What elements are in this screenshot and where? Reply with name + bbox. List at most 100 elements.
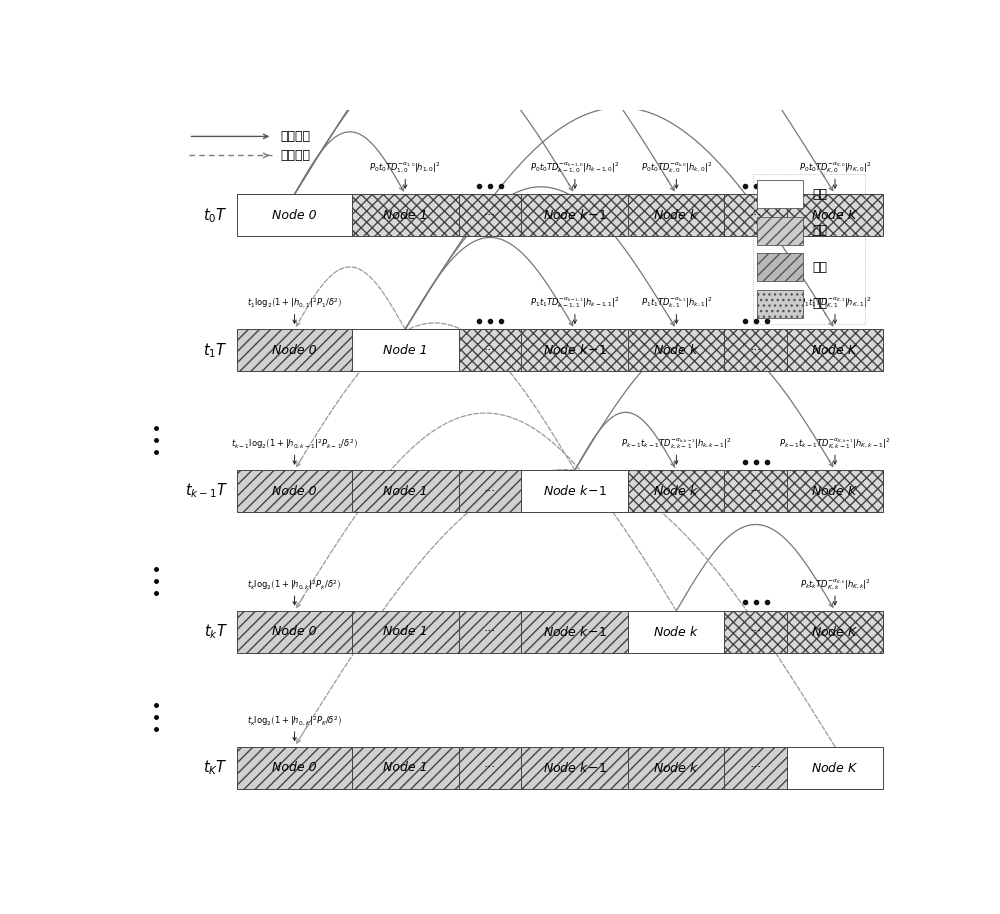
Text: Node $k$: Node $k$ — [653, 625, 699, 639]
Text: 采能: 采能 — [812, 224, 827, 238]
Text: Node 1: Node 1 — [383, 761, 428, 774]
Text: $P_0t_0TD_{k-1,0}^{-\alpha_{k-1,0}}|h_{k-1,0}|^2$: $P_0t_0TD_{k-1,0}^{-\alpha_{k-1,0}}|h_{k… — [530, 160, 620, 175]
Bar — [787, 611, 883, 653]
Text: $P_1t_1TD_{K,1}^{-\alpha_{K,1}}|h_{K,1}|^2$: $P_1t_1TD_{K,1}^{-\alpha_{K,1}}|h_{K,1}|… — [799, 295, 871, 310]
Bar — [628, 329, 724, 371]
Bar — [521, 470, 628, 512]
Bar — [459, 747, 521, 789]
Bar — [521, 747, 628, 789]
Bar — [521, 329, 628, 371]
Text: ···: ··· — [484, 484, 496, 497]
Text: $t_\kappa\log_2\!\left(1+|h_{0,K}|^2P_K/\delta^2\right)$: $t_\kappa\log_2\!\left(1+|h_{0,K}|^2P_K/… — [247, 713, 342, 728]
Bar — [459, 329, 521, 371]
Text: Node $K$: Node $K$ — [811, 208, 859, 222]
Bar — [521, 194, 628, 237]
Bar — [237, 329, 352, 371]
Text: Node $k\!-\!1$: Node $k\!-\!1$ — [543, 625, 607, 639]
Text: Node 1: Node 1 — [383, 484, 428, 497]
Bar — [459, 194, 521, 237]
Text: Node $K$: Node $K$ — [811, 344, 859, 357]
Text: Node 0: Node 0 — [272, 344, 317, 356]
Text: Node $K$: Node $K$ — [811, 625, 859, 639]
Text: Node $k\!-\!1$: Node $k\!-\!1$ — [543, 344, 607, 357]
Bar — [724, 611, 787, 653]
Text: Node 1: Node 1 — [383, 344, 428, 356]
Bar — [724, 747, 787, 789]
Text: $P_{k-1}t_{k-1}TD_{k,k-1}^{-\alpha_{k,k-1}}|h_{k,k-1}|^2$: $P_{k-1}t_{k-1}TD_{k,k-1}^{-\alpha_{k,k-… — [621, 436, 732, 451]
Bar — [724, 329, 787, 371]
Text: $P_0t_0TD_{k,0}^{-\alpha_{k,0}}|h_{k,0}|^2$: $P_0t_0TD_{k,0}^{-\alpha_{k,0}}|h_{k,0}|… — [641, 160, 712, 175]
Text: Node $k\!-\!1$: Node $k\!-\!1$ — [543, 760, 607, 775]
Text: ···: ··· — [750, 344, 762, 356]
Text: 工作: 工作 — [812, 187, 827, 201]
Bar — [237, 747, 352, 789]
Bar — [521, 611, 628, 653]
Text: Node 1: Node 1 — [383, 208, 428, 222]
Bar — [757, 290, 803, 318]
Text: $t_1\log_2\!\left(1+|h_{0,1}|^2P_1/\delta^2\right)$: $t_1\log_2\!\left(1+|h_{0,1}|^2P_1/\delt… — [247, 295, 342, 310]
Bar — [724, 470, 787, 512]
Text: $t_KT$: $t_KT$ — [203, 759, 228, 777]
Bar — [757, 217, 803, 245]
Text: Node 0: Node 0 — [272, 761, 317, 774]
Bar — [237, 194, 352, 237]
Text: ···: ··· — [750, 208, 762, 222]
Bar — [628, 470, 724, 512]
Text: ···: ··· — [750, 484, 762, 497]
Bar — [352, 329, 459, 371]
Bar — [237, 470, 352, 512]
Bar — [787, 329, 883, 371]
Bar — [459, 470, 521, 512]
Text: Node $k\!-\!1$: Node $k\!-\!1$ — [543, 484, 607, 498]
Bar — [352, 470, 459, 512]
Text: ···: ··· — [484, 208, 496, 222]
Bar — [628, 747, 724, 789]
Text: $P_0t_0TD_{1,0}^{-\alpha_{1,0}}|h_{1,0}|^2$: $P_0t_0TD_{1,0}^{-\alpha_{1,0}}|h_{1,0}|… — [369, 160, 441, 175]
Text: $P_1t_1TD_{k,1}^{-\alpha_{k,1}}|h_{k,1}|^2$: $P_1t_1TD_{k,1}^{-\alpha_{k,1}}|h_{k,1}|… — [641, 295, 712, 310]
Bar — [237, 611, 352, 653]
Bar — [753, 175, 865, 324]
Bar — [352, 611, 459, 653]
Bar — [352, 747, 459, 789]
Bar — [757, 180, 803, 208]
Text: ···: ··· — [484, 625, 496, 638]
Text: 休眠: 休眠 — [812, 297, 827, 311]
Text: Node $k\!-\!1$: Node $k\!-\!1$ — [543, 208, 607, 222]
Bar — [724, 194, 787, 237]
Text: ···: ··· — [484, 761, 496, 774]
Text: Node 0: Node 0 — [272, 484, 317, 497]
Text: $P_{k-1}t_{k-1}TD_{K,k-1}^{-\alpha_{K,k-1}}|h_{K,k-1}|^2$: $P_{k-1}t_{k-1}TD_{K,k-1}^{-\alpha_{K,k-… — [779, 436, 891, 451]
Text: Node $k$: Node $k$ — [653, 208, 699, 222]
Text: Node $k$: Node $k$ — [653, 484, 699, 498]
Text: Node $K$: Node $K$ — [811, 484, 859, 498]
Bar — [787, 747, 883, 789]
Text: Node 0: Node 0 — [272, 625, 317, 638]
Text: 能量采集: 能量采集 — [280, 130, 310, 143]
Text: Node $k$: Node $k$ — [653, 344, 699, 357]
Text: $t_kT$: $t_kT$ — [204, 622, 228, 642]
Text: $P_0t_0TD_{K,0}^{-\alpha_{K,0}}|h_{K,0}|^2$: $P_0t_0TD_{K,0}^{-\alpha_{K,0}}|h_{K,0}|… — [799, 160, 871, 175]
Bar — [628, 194, 724, 237]
Text: ···: ··· — [750, 761, 762, 774]
Text: $t_{k-1}T$: $t_{k-1}T$ — [185, 482, 228, 501]
Text: Node 1: Node 1 — [383, 625, 428, 638]
Text: ···: ··· — [484, 344, 496, 356]
Text: ···: ··· — [750, 625, 762, 638]
Text: $t_{k-1}\log_2\!\left(1+|h_{0,k-1}|^2P_{k-1}/\delta^2\right)$: $t_{k-1}\log_2\!\left(1+|h_{0,k-1}|^2P_{… — [231, 436, 358, 451]
Text: $t_1T$: $t_1T$ — [203, 341, 228, 360]
Bar — [787, 194, 883, 237]
Bar — [757, 253, 803, 282]
Text: Node 0: Node 0 — [272, 208, 317, 222]
Text: $P_kt_kTD_{K,k}^{-\alpha_{K,k}}|h_{K,k}|^2$: $P_kt_kTD_{K,k}^{-\alpha_{K,k}}|h_{K,k}|… — [800, 577, 870, 591]
Text: $t_k\log_2\!\left(1+|h_{0,k}|^2P_k/\delta^2\right)$: $t_k\log_2\!\left(1+|h_{0,k}|^2P_k/\delt… — [247, 577, 342, 591]
Bar — [459, 611, 521, 653]
Text: Node $K$: Node $K$ — [811, 760, 859, 775]
Bar — [352, 194, 459, 237]
Text: 收信: 收信 — [812, 260, 827, 274]
Bar — [787, 470, 883, 512]
Text: 信息传输: 信息传输 — [280, 149, 310, 162]
Bar — [628, 611, 724, 653]
Text: $P_1t_1TD_{k-1,1}^{-\alpha_{k-1,1}}|h_{k-1,1}|^2$: $P_1t_1TD_{k-1,1}^{-\alpha_{k-1,1}}|h_{k… — [530, 295, 620, 310]
Text: Node $k$: Node $k$ — [653, 760, 699, 775]
Text: $t_0T$: $t_0T$ — [203, 206, 228, 225]
